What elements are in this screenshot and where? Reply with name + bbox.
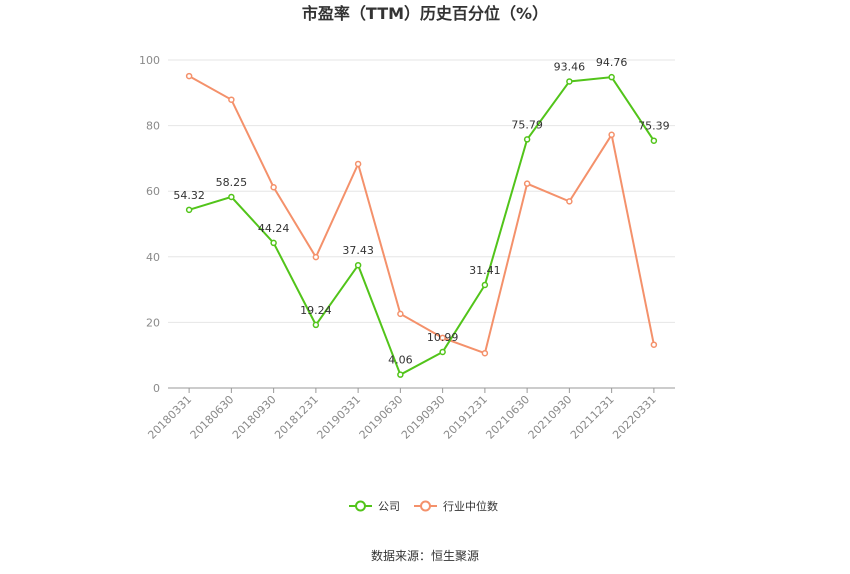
series-line-company: [188, 76, 655, 377]
x-tick-label: 20190930: [399, 393, 448, 442]
data-label: 44.24: [258, 222, 290, 235]
data-point[interactable]: [650, 341, 658, 348]
x-axis: 2018033120180630201809302018123120190331…: [145, 388, 659, 442]
y-tick-label: 100: [139, 54, 160, 67]
data-point[interactable]: [354, 261, 362, 269]
grid: [168, 59, 675, 323]
data-point[interactable]: [608, 131, 615, 139]
chart-title: 市盈率（TTM）历史百分位（%）: [302, 4, 548, 23]
data-label: 31.41: [469, 264, 501, 277]
x-tick-label: 20180930: [230, 393, 279, 442]
data-point[interactable]: [523, 180, 531, 187]
data-point[interactable]: [397, 310, 404, 318]
x-tick-label: 20181231: [272, 393, 321, 442]
x-tick-label: 20211231: [568, 393, 617, 442]
data-point[interactable]: [228, 193, 235, 201]
x-tick-label: 20191231: [441, 393, 490, 442]
data-point[interactable]: [270, 239, 277, 247]
data-label: 19.24: [300, 304, 332, 317]
x-tick-label: 20220331: [610, 393, 659, 442]
y-tick-label: 0: [153, 382, 160, 395]
data-point[interactable]: [270, 184, 277, 191]
data-label: 75.39: [638, 120, 670, 133]
legend-item-industry[interactable]: 行业中位数: [414, 499, 498, 513]
legend-label-company: 公司: [378, 500, 400, 513]
x-tick-label: 20210630: [483, 393, 532, 442]
y-tick-label: 80: [146, 120, 160, 133]
data-point[interactable]: [312, 253, 320, 261]
data-point[interactable]: [439, 348, 446, 356]
x-tick-label: 20210930: [526, 393, 575, 442]
data-label: 94.76: [596, 56, 628, 69]
data-point[interactable]: [228, 96, 235, 103]
data-point[interactable]: [185, 72, 193, 80]
series-layer: [185, 72, 658, 378]
data-label: 37.43: [342, 244, 374, 257]
data-label: 54.32: [173, 189, 205, 202]
x-tick-label: 20180331: [145, 393, 194, 442]
data-point[interactable]: [650, 137, 658, 144]
data-point[interactable]: [354, 160, 362, 168]
data-point[interactable]: [185, 206, 193, 214]
data-label: 93.46: [554, 60, 586, 73]
data-point[interactable]: [481, 281, 489, 289]
legend-marker-industry: [420, 500, 431, 512]
data-point[interactable]: [608, 73, 615, 81]
x-tick-label: 20180630: [188, 393, 237, 442]
data-label: 4.06: [388, 354, 413, 367]
y-tick-label: 20: [146, 316, 160, 329]
data-label: 75.79: [511, 118, 543, 131]
x-tick-label: 20190331: [314, 393, 363, 442]
data-point[interactable]: [312, 321, 320, 329]
source-note: 数据来源：恒生聚源: [371, 548, 479, 563]
series-line-industry: [188, 75, 655, 355]
data-point[interactable]: [566, 198, 573, 205]
y-axis: 0 20 40 60 80 100: [139, 54, 160, 395]
y-tick-label: 60: [146, 185, 160, 198]
data-point[interactable]: [481, 349, 489, 357]
data-point[interactable]: [566, 78, 573, 85]
legend-marker-company: [355, 500, 366, 512]
legend[interactable]: 公司 行业中位数: [349, 499, 498, 513]
data-label: 10.99: [427, 331, 459, 344]
data-labels: 54.32 58.25 44.24 19.24 37.43 4.06 10.99 31.41 7…: [173, 56, 669, 366]
y-tick-label: 40: [146, 251, 160, 264]
data-point[interactable]: [523, 136, 531, 143]
legend-label-industry: 行业中位数: [443, 499, 498, 513]
x-tick-label: 20190630: [357, 393, 406, 442]
data-point[interactable]: [439, 334, 446, 342]
legend-item-company[interactable]: 公司: [349, 500, 400, 513]
data-label: 58.25: [216, 176, 248, 189]
data-point[interactable]: [397, 371, 404, 378]
